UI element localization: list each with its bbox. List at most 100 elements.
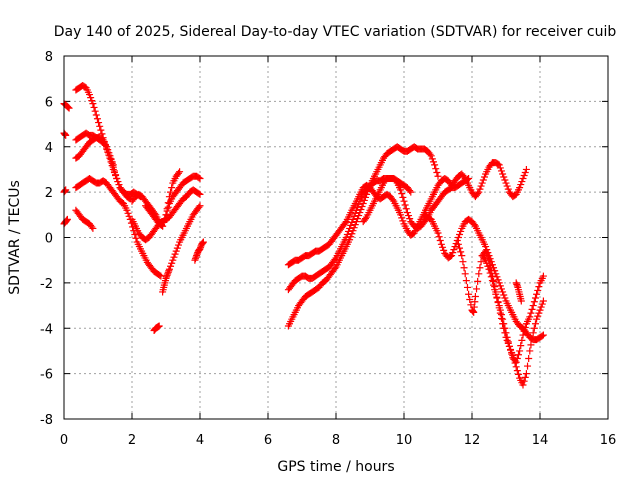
data-point bbox=[354, 203, 362, 211]
data-point bbox=[454, 234, 462, 241]
data-point bbox=[531, 294, 539, 302]
data-point bbox=[174, 241, 182, 249]
data-point bbox=[524, 362, 532, 370]
data-point bbox=[495, 279, 503, 287]
data-point bbox=[107, 155, 115, 163]
data-point bbox=[458, 252, 466, 260]
data-point bbox=[514, 370, 522, 378]
data-point bbox=[475, 188, 483, 196]
data-point bbox=[351, 209, 359, 217]
x-tick-label: 8 bbox=[332, 433, 340, 448]
data-point bbox=[167, 262, 175, 270]
series-group bbox=[159, 202, 204, 296]
data-point bbox=[482, 247, 490, 255]
data-point bbox=[196, 190, 204, 198]
x-axis-label: GPS time / hours bbox=[277, 459, 394, 475]
data-point bbox=[176, 168, 184, 176]
data-point bbox=[405, 212, 413, 220]
data-point bbox=[466, 296, 474, 304]
data-point bbox=[478, 179, 486, 187]
data-point bbox=[124, 209, 132, 217]
data-point bbox=[529, 302, 537, 310]
data-point bbox=[164, 199, 172, 207]
data-point bbox=[470, 221, 478, 229]
data-point bbox=[439, 243, 447, 251]
data-point bbox=[331, 265, 339, 273]
series-group bbox=[284, 159, 530, 269]
data-point bbox=[155, 322, 163, 330]
data-point bbox=[538, 332, 546, 340]
data-point bbox=[494, 298, 502, 306]
data-point bbox=[496, 164, 504, 172]
data-point bbox=[485, 265, 493, 273]
data-point bbox=[426, 150, 434, 158]
data-point bbox=[496, 282, 504, 290]
data-point bbox=[450, 246, 458, 254]
data-point bbox=[449, 249, 457, 257]
y-tick-label: 0 bbox=[45, 232, 53, 247]
data-point bbox=[96, 122, 104, 130]
x-tick-label: 16 bbox=[600, 433, 617, 448]
data-point bbox=[163, 205, 171, 213]
data-point bbox=[460, 264, 468, 272]
data-point bbox=[446, 252, 454, 260]
data-point bbox=[461, 270, 469, 278]
chart-title: Day 140 of 2025, Sidereal Day-to-day VTE… bbox=[54, 24, 617, 40]
data-point bbox=[500, 173, 508, 181]
y-tick-label: -4 bbox=[40, 322, 53, 337]
data-point bbox=[402, 205, 410, 213]
data-point bbox=[495, 302, 503, 310]
y-axis-label: SDTVAR / TECUs bbox=[7, 180, 23, 295]
data-point bbox=[516, 347, 524, 355]
data-point bbox=[168, 259, 176, 267]
data-point bbox=[499, 288, 507, 296]
data-point bbox=[431, 161, 439, 169]
data-point bbox=[397, 186, 405, 194]
data-point bbox=[361, 215, 369, 223]
data-point bbox=[504, 185, 512, 193]
data-point bbox=[92, 111, 100, 119]
data-point bbox=[539, 272, 547, 280]
data-point bbox=[521, 168, 529, 176]
data-point bbox=[530, 324, 538, 332]
data-point bbox=[539, 331, 547, 339]
data-point bbox=[427, 152, 435, 160]
data-point bbox=[535, 283, 543, 291]
data-point bbox=[494, 160, 502, 168]
data-point bbox=[360, 196, 368, 204]
data-point bbox=[389, 196, 397, 204]
data-point bbox=[104, 146, 112, 154]
data-point bbox=[497, 311, 505, 319]
data-point bbox=[503, 182, 511, 190]
data-point bbox=[480, 173, 488, 181]
data-point bbox=[483, 259, 491, 267]
data-point bbox=[195, 174, 203, 182]
y-tick-label: -6 bbox=[40, 368, 53, 383]
data-point bbox=[123, 206, 131, 214]
data-point bbox=[165, 265, 173, 273]
data-point bbox=[477, 258, 485, 266]
data-point bbox=[536, 306, 544, 314]
data-point bbox=[503, 333, 511, 341]
data-point bbox=[488, 277, 496, 285]
data-point bbox=[168, 184, 176, 192]
data-point bbox=[88, 223, 96, 231]
series-group bbox=[420, 211, 547, 344]
data-point bbox=[463, 175, 471, 183]
data-point bbox=[531, 320, 539, 328]
data-point bbox=[90, 103, 98, 111]
data-point bbox=[533, 290, 541, 298]
data-point bbox=[521, 373, 529, 381]
data-point bbox=[527, 341, 535, 349]
data-point bbox=[526, 347, 534, 355]
data-point bbox=[530, 298, 538, 306]
data-point bbox=[465, 290, 473, 298]
data-point bbox=[170, 253, 178, 261]
data-point bbox=[476, 185, 484, 193]
data-point bbox=[494, 276, 502, 284]
data-point bbox=[434, 172, 442, 180]
y-tick-label: 6 bbox=[45, 95, 53, 110]
data-point bbox=[512, 358, 520, 366]
data-point bbox=[479, 176, 487, 184]
data-point bbox=[174, 169, 182, 177]
